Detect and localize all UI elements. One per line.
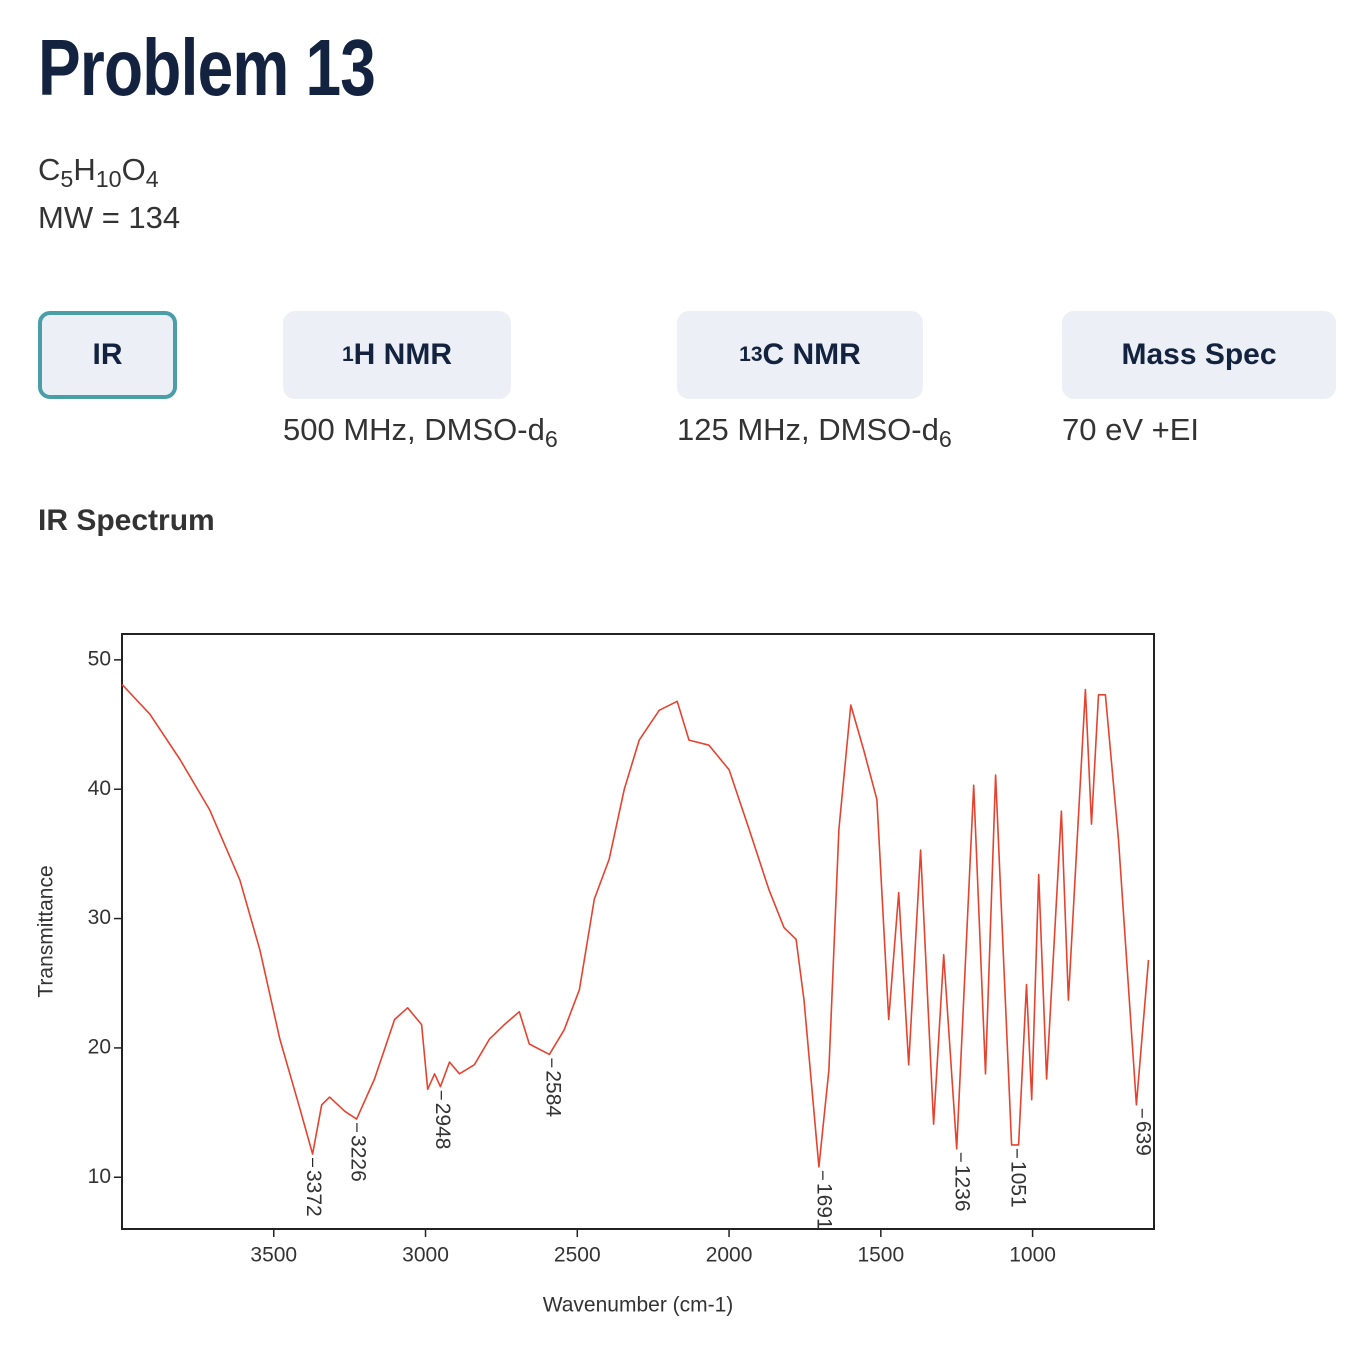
tab-label: H NMR (353, 338, 452, 371)
tab[interactable]: IR (38, 311, 177, 399)
x-tick-label: 2000 (706, 1244, 753, 1267)
tab-note: 125 MHz, DMSO-d6 (677, 412, 952, 453)
x-tick-label: 3500 (250, 1244, 297, 1267)
y-tick-label: 40 (88, 777, 111, 800)
x-tick-label: 1000 (1009, 1244, 1056, 1267)
spectrum-line (121, 683, 1150, 1168)
y-tick-label: 20 (88, 1035, 111, 1058)
peak-label: 1051 (1007, 1161, 1030, 1208)
plot-frame (121, 633, 1155, 1230)
y-tick-label: 10 (88, 1165, 111, 1188)
peak-label: 3372 (302, 1170, 325, 1217)
formula-element: O (121, 152, 146, 187)
tab[interactable]: Mass Spec (1062, 311, 1336, 399)
tab-superscript: 13 (739, 343, 763, 366)
y-tick-label: 50 (88, 647, 111, 670)
formula-subscript: 10 (95, 165, 122, 192)
note-text: 70 eV +EI (1062, 412, 1200, 447)
page-title: Problem 13 (38, 23, 376, 112)
peak-label: 3226 (346, 1135, 369, 1182)
peak-label: 2584 (541, 1070, 564, 1117)
note-text: 500 MHz, DMSO-d (283, 412, 545, 447)
note-text: 125 MHz, DMSO-d (677, 412, 939, 447)
tab-superscript: 1 (341, 343, 354, 366)
x-tick-label: 2500 (554, 1244, 601, 1267)
tab-label: Mass Spec (1121, 338, 1277, 371)
tab-label: IR (92, 338, 123, 371)
x-axis-label: Wavenumber (cm-1) (543, 1294, 734, 1317)
x-tick-label: 3000 (402, 1244, 449, 1267)
tab-note: 70 eV +EI (1062, 412, 1199, 448)
tab-label: C NMR (762, 338, 861, 371)
molecular-weight: MW = 134 (38, 200, 181, 235)
y-axis-label: Transmittance (35, 865, 58, 997)
y-tick-label: 30 (88, 906, 111, 929)
note-subscript: 6 (544, 425, 558, 452)
tab[interactable]: 13 C NMR (677, 311, 923, 399)
x-tick-label: 1500 (857, 1244, 904, 1267)
formula-element: C (38, 152, 61, 187)
peak-label: 2948 (431, 1103, 454, 1150)
formula-subscript: 5 (60, 165, 74, 192)
formula-element: H (73, 152, 96, 187)
peak-label: 1236 (950, 1165, 973, 1212)
peak-label: 1691 (812, 1183, 835, 1230)
tab-note: 500 MHz, DMSO-d6 (283, 412, 558, 453)
formula-subscript: 4 (145, 165, 159, 192)
formula: C5H10O4 (38, 152, 159, 193)
note-subscript: 6 (938, 425, 952, 452)
section-title: IR Spectrum (38, 504, 215, 537)
peak-label: 639 (1132, 1121, 1155, 1156)
